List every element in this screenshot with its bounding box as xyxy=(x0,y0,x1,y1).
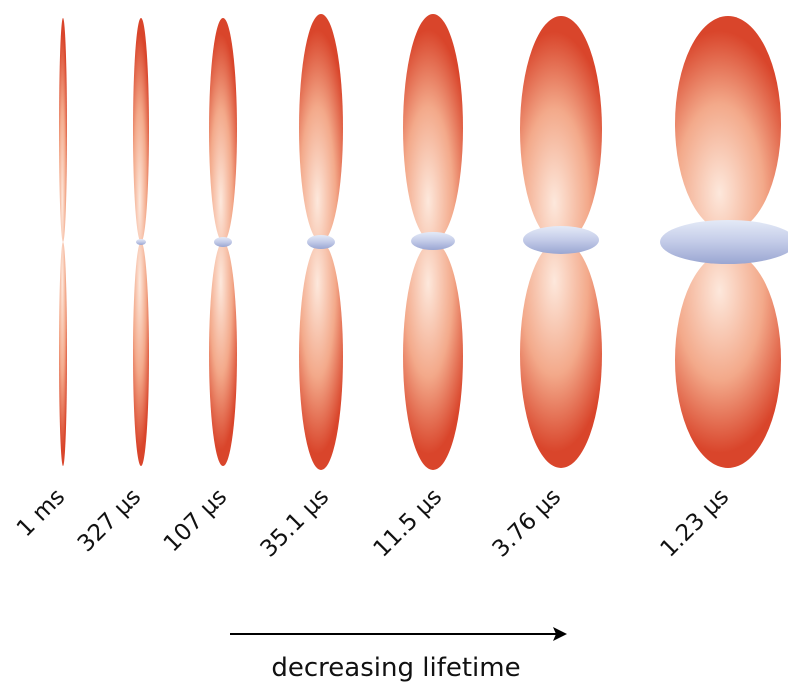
lower-lobe xyxy=(133,242,149,466)
orbital-1ms xyxy=(59,18,67,466)
orbital-1-23us xyxy=(660,16,788,468)
lower-lobe xyxy=(209,242,237,466)
orbital-3-76us xyxy=(520,16,602,468)
orbital-35-1us xyxy=(299,14,343,470)
lifetime-label-5: 11.5 µs xyxy=(369,484,448,563)
torus-ring xyxy=(660,220,788,264)
orbital-11-5us xyxy=(403,14,463,470)
upper-lobe xyxy=(520,16,602,244)
torus-ring xyxy=(214,237,232,247)
lifetime-label-7: 1.23 µs xyxy=(656,484,735,563)
torus-ring xyxy=(307,235,335,249)
torus-ring xyxy=(136,239,146,245)
lower-lobe xyxy=(299,242,343,470)
torus-ring xyxy=(411,232,455,250)
upper-lobe xyxy=(299,14,343,242)
lifetime-label-4: 35.1 µs xyxy=(256,484,335,563)
orbital-107us xyxy=(209,18,237,466)
lower-lobe xyxy=(403,242,463,470)
caption-decreasing-lifetime: decreasing lifetime xyxy=(271,653,520,683)
upper-lobe xyxy=(403,14,463,242)
lifetime-label-2: 327 µs xyxy=(73,484,146,557)
lower-lobe xyxy=(675,252,781,468)
torus-ring xyxy=(523,226,599,254)
upper-lobe xyxy=(675,16,781,232)
lower-lobe xyxy=(520,240,602,468)
orbital-327us xyxy=(133,18,149,466)
lifetime-label-3: 107 µs xyxy=(159,484,232,557)
upper-lobe xyxy=(133,18,149,242)
upper-lobe xyxy=(59,18,67,242)
lifetime-label-6: 3.76 µs xyxy=(488,484,567,563)
lower-lobe xyxy=(59,242,67,466)
lifetime-label-1: 1 ms xyxy=(12,484,70,542)
upper-lobe xyxy=(209,18,237,242)
